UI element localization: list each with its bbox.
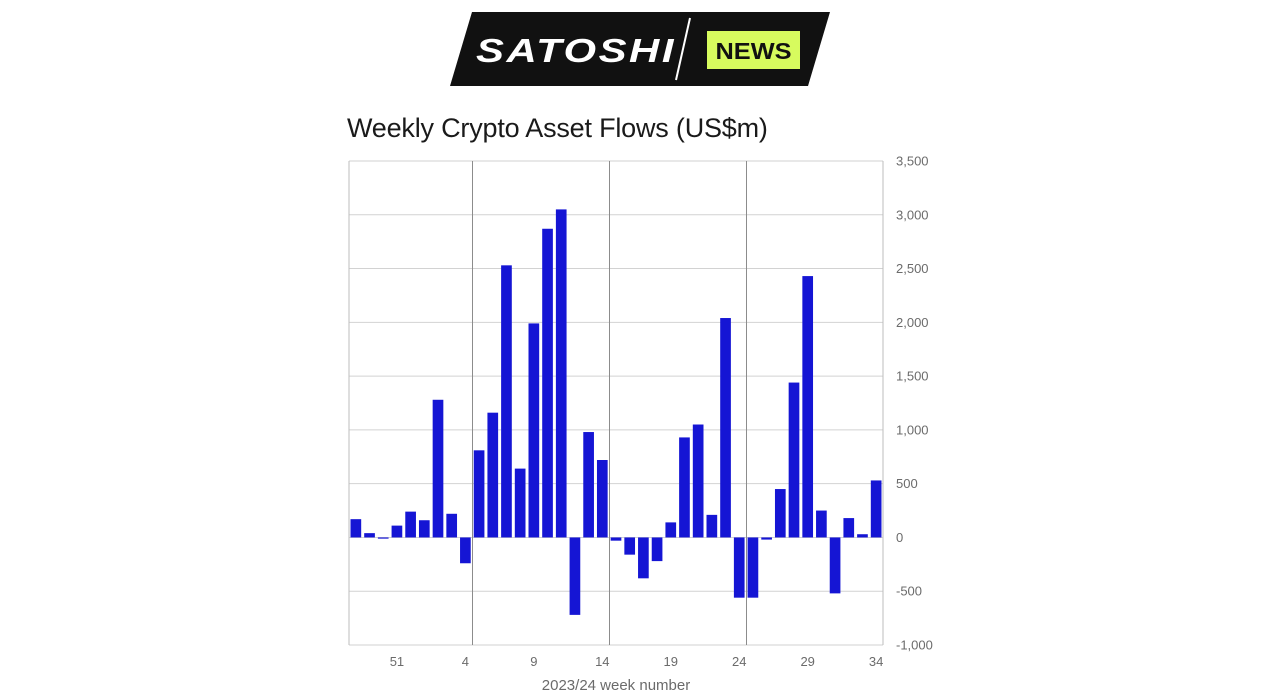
bar [802, 276, 814, 538]
logo-news-badge [707, 31, 800, 69]
bar [460, 537, 471, 564]
chart-title: Weekly Crypto Asset Flows (US$m) [347, 113, 768, 143]
bar [542, 228, 553, 538]
bar [350, 519, 362, 538]
bar [692, 424, 704, 538]
bar [405, 511, 416, 538]
bar [377, 537, 389, 539]
bar [679, 437, 690, 538]
bar [583, 432, 594, 538]
logo-wordmark-satoshi: SATOSHI [476, 32, 676, 69]
bar [733, 537, 745, 598]
satoshi-news-logo: SATOSHI NEWS [450, 12, 830, 86]
y-tick-label: 2,000 [896, 315, 929, 330]
bar [569, 537, 581, 615]
bar [706, 514, 718, 538]
bar [446, 513, 458, 538]
y-tick-label: 2,500 [896, 261, 929, 276]
y-tick-label: 3,000 [896, 207, 929, 222]
bar [638, 537, 649, 579]
y-tick-label: 1,000 [896, 422, 929, 437]
x-tick-label: 29 [800, 654, 814, 669]
x-axis-title: 2023/24 week number [542, 677, 690, 694]
x-tick-label: 34 [869, 654, 883, 669]
x-tick-label: 51 [390, 654, 404, 669]
bar [514, 468, 526, 538]
bar [391, 525, 403, 538]
logo-divider [675, 17, 691, 81]
bar [418, 520, 430, 538]
bars [350, 209, 882, 615]
bar [432, 399, 444, 538]
bar [364, 533, 375, 538]
bar [624, 537, 636, 555]
bar [870, 480, 882, 538]
y-tick-label: 0 [896, 530, 903, 545]
y-tick-label: 3,500 [896, 154, 929, 169]
y-tick-label: -1,000 [896, 638, 933, 653]
bar [501, 265, 512, 538]
bar [555, 209, 567, 538]
bar [829, 537, 841, 594]
bar [651, 537, 663, 562]
y-tick-labels: 3,500 3,000 2,500 2,000 1,500 1,000 500 0 -500 -1… [896, 154, 933, 653]
y-tick-label: 1,500 [896, 369, 929, 384]
bar [665, 522, 677, 538]
x-tick-label: 24 [732, 654, 746, 669]
bar [788, 382, 800, 538]
y-tick-label: 500 [896, 476, 918, 491]
x-tick-label: 19 [664, 654, 678, 669]
bar [816, 510, 827, 538]
x-tick-label: 4 [462, 654, 469, 669]
x-tick-label: 14 [595, 654, 609, 669]
bar [857, 534, 868, 538]
bar [596, 460, 608, 538]
x-tick-labels: 51 4 9 14 19 24 29 34 [390, 654, 884, 669]
bar [487, 412, 499, 538]
y-tick-label: -500 [896, 584, 922, 599]
bar [774, 489, 786, 538]
bar [761, 537, 772, 540]
bar [610, 537, 622, 541]
logo-wordmark-news: NEWS [716, 38, 792, 64]
x-tick-label: 9 [530, 654, 537, 669]
bar [473, 450, 485, 538]
bar [720, 318, 731, 538]
bar [843, 518, 855, 538]
bar [747, 537, 759, 598]
bar [528, 323, 540, 538]
